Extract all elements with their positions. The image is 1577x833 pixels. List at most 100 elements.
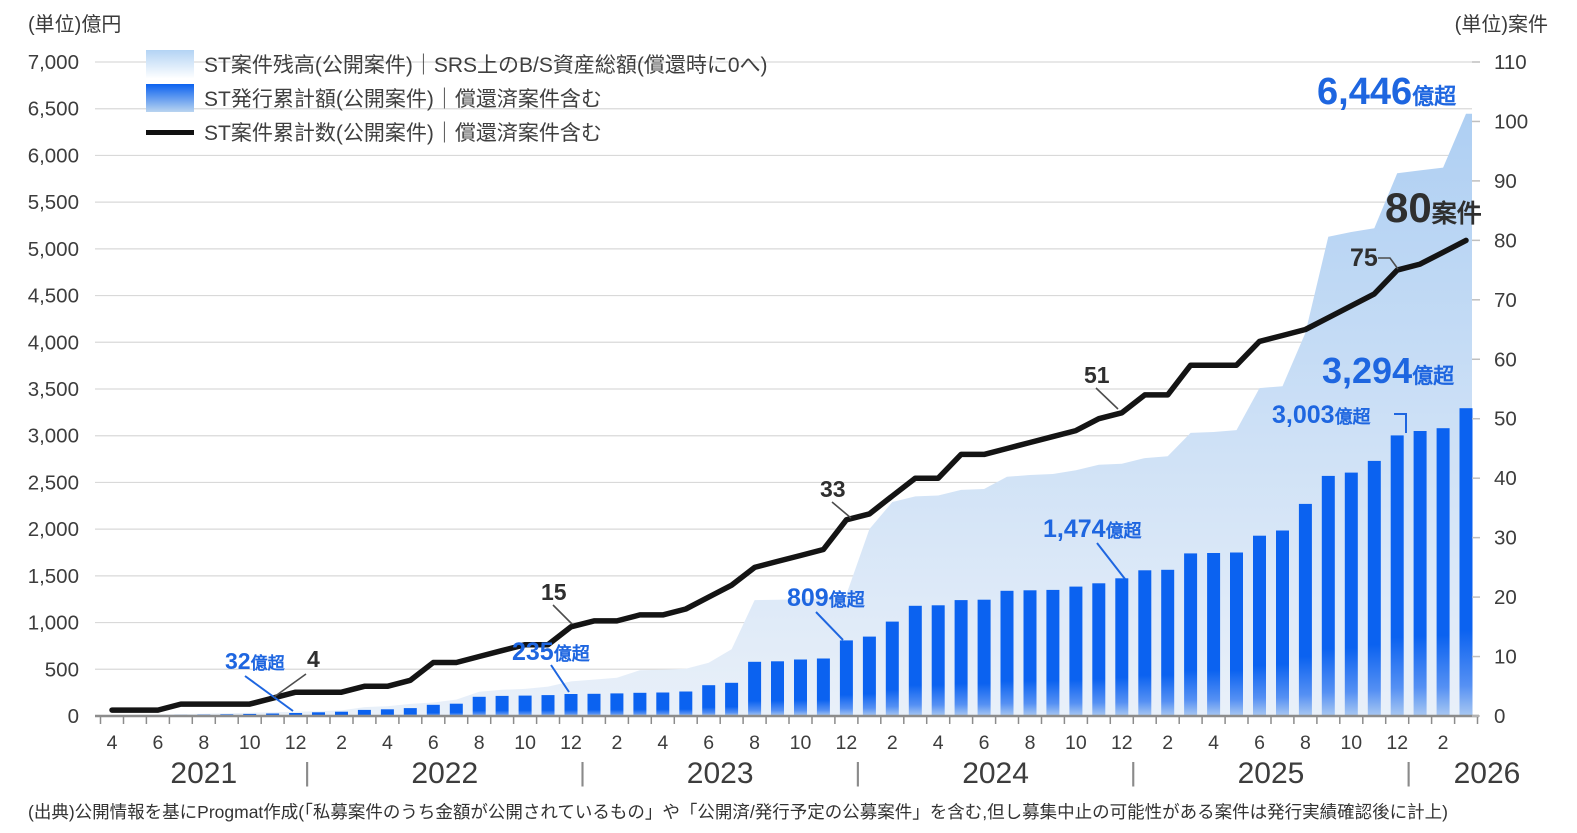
x-axis-tick-label: 8 (1025, 732, 1036, 754)
year-label: 2026 (1454, 757, 1521, 790)
y-axis-right: 0 10 20 30 40 50 60 70 80 90 100 110 (1472, 51, 1528, 728)
x-axis-tick-label: 6 (979, 732, 990, 754)
bar (725, 682, 739, 716)
legend: ST案件残高(公開案件)｜SRS上のB/S資産総額(償還時に0へ) ST発行累計… (146, 50, 768, 146)
annotation-label: 32億超 (225, 648, 286, 674)
year-separator: | (579, 757, 586, 787)
bar (1230, 552, 1243, 716)
year-label: 2025 (1238, 757, 1305, 790)
bar (426, 704, 440, 716)
bar (1046, 589, 1060, 716)
left-axis-tick-label: 6,500 (28, 98, 79, 121)
annotation-label: 75 (1350, 244, 1378, 272)
annotation-label: 3,003億超 (1272, 401, 1372, 429)
x-axis-tick-label: 2 (1162, 732, 1173, 754)
bar-swatch-icon (146, 84, 194, 112)
x-axis-tick-label: 6 (703, 732, 714, 754)
bar (816, 658, 830, 716)
annotation-label: 6,446億超 (1317, 71, 1457, 113)
x-axis-tick-label: 4 (1208, 732, 1219, 754)
bar (1436, 428, 1450, 716)
bar (518, 695, 532, 716)
x-axis-tick-label: 2 (1438, 732, 1449, 754)
left-axis-tick-label: 4,500 (28, 285, 79, 308)
bar (610, 693, 624, 716)
left-axis-unit-label: (単位)億円 (28, 14, 122, 36)
left-axis-tick-label: 2,500 (28, 471, 79, 494)
right-axis-tick-label: 110 (1494, 51, 1527, 74)
left-axis-tick-label: 3,000 (28, 425, 79, 448)
annotation-connector (831, 501, 852, 519)
bar (312, 712, 325, 716)
bar (954, 600, 968, 716)
bar (1161, 569, 1175, 716)
balance-area (97, 113, 1472, 717)
bar (564, 694, 578, 716)
bar (839, 640, 853, 716)
bar (1207, 553, 1221, 716)
bar (289, 713, 303, 716)
annotation-label: 15 (541, 579, 567, 605)
left-axis-tick-label: 1,000 (28, 612, 79, 635)
bar (1184, 553, 1198, 716)
bar (1413, 431, 1427, 716)
bar (633, 692, 647, 716)
bar (472, 696, 486, 716)
bar (862, 636, 876, 716)
x-axis: 4 6 8 10 12 2 4 6 8 10 12 2 4 6 8 10 12 2 4 6 8 10 12 2 4 6 8 10 12 2… (95, 714, 1521, 790)
right-axis-tick-label: 70 (1494, 289, 1517, 312)
year-label: 2021 (170, 757, 237, 790)
legend-label: ST発行累計額(公開案件)｜償還済案件含む (204, 88, 602, 111)
x-axis-tick-label: 4 (107, 732, 118, 754)
annotation-connector (244, 675, 294, 712)
right-axis-tick-label: 100 (1494, 110, 1528, 133)
year-separator: | (1130, 757, 1137, 787)
x-axis-tick-label: 10 (790, 732, 812, 754)
annotation-label: 1,474億超 (1043, 515, 1143, 543)
bar (587, 693, 601, 716)
annotation-connector (552, 604, 573, 625)
annotation-connector (1095, 387, 1119, 410)
annotation-label: 235億超 (512, 638, 591, 666)
right-axis-tick-label: 0 (1494, 705, 1505, 728)
bar (794, 659, 807, 716)
left-axis-tick-label: 5,500 (28, 191, 79, 214)
left-axis-tick-label: 3,500 (28, 378, 79, 401)
bar (679, 691, 693, 716)
left-axis-tick-label: 6,000 (28, 144, 79, 167)
y-axis-left: 0 500 1,000 1,500 2,000 2,500 3,000 3,500 4,000 4… (28, 51, 79, 728)
bar (702, 685, 716, 716)
bar (449, 703, 463, 716)
annotation-connector (273, 673, 307, 698)
annotation-label: 4 (307, 646, 320, 672)
left-axis-tick-label: 7,000 (28, 51, 79, 74)
bar (403, 708, 417, 716)
x-axis-tick-label: 4 (933, 732, 944, 754)
right-axis-tick-label: 30 (1494, 527, 1517, 550)
x-axis-tick-label: 12 (560, 732, 582, 754)
legend-item-count: ST案件累計数(公開案件)｜償還済案件含む (146, 118, 768, 146)
year-label: 2022 (411, 757, 478, 790)
year-label: 2023 (687, 757, 754, 790)
bar (1459, 408, 1473, 716)
right-axis-tick-label: 20 (1494, 586, 1517, 609)
annotations: 32億超 4 235億超 15 809億超 33 1,474億超 51 3,003億超 75 3,2… (225, 71, 1482, 712)
right-axis-tick-label: 10 (1494, 646, 1517, 669)
left-axis-tick-label: 4,000 (28, 331, 79, 354)
x-axis-tick-label: 6 (152, 732, 163, 754)
bar (1321, 475, 1335, 716)
line-swatch-icon (146, 129, 194, 135)
legend-item-issuance: ST発行累計額(公開案件)｜償還済案件含む (146, 84, 768, 112)
x-axis-tick-label: 4 (382, 732, 393, 754)
bar (1253, 535, 1266, 716)
annotation-connector (1096, 542, 1126, 580)
legend-label: ST案件累計数(公開案件)｜償還済案件含む (204, 122, 602, 145)
balance-area-shape (97, 113, 1472, 717)
annotation-connector (815, 611, 844, 641)
legend-label: ST案件残高(公開案件)｜SRS上のB/S資産総額(償還時に0へ) (204, 54, 768, 77)
bar (380, 709, 394, 716)
bar (1344, 472, 1358, 716)
source-note: (出典)公開情報を基にProgmat作成(「私募案件のうち金額が公開されているも… (28, 802, 1448, 822)
